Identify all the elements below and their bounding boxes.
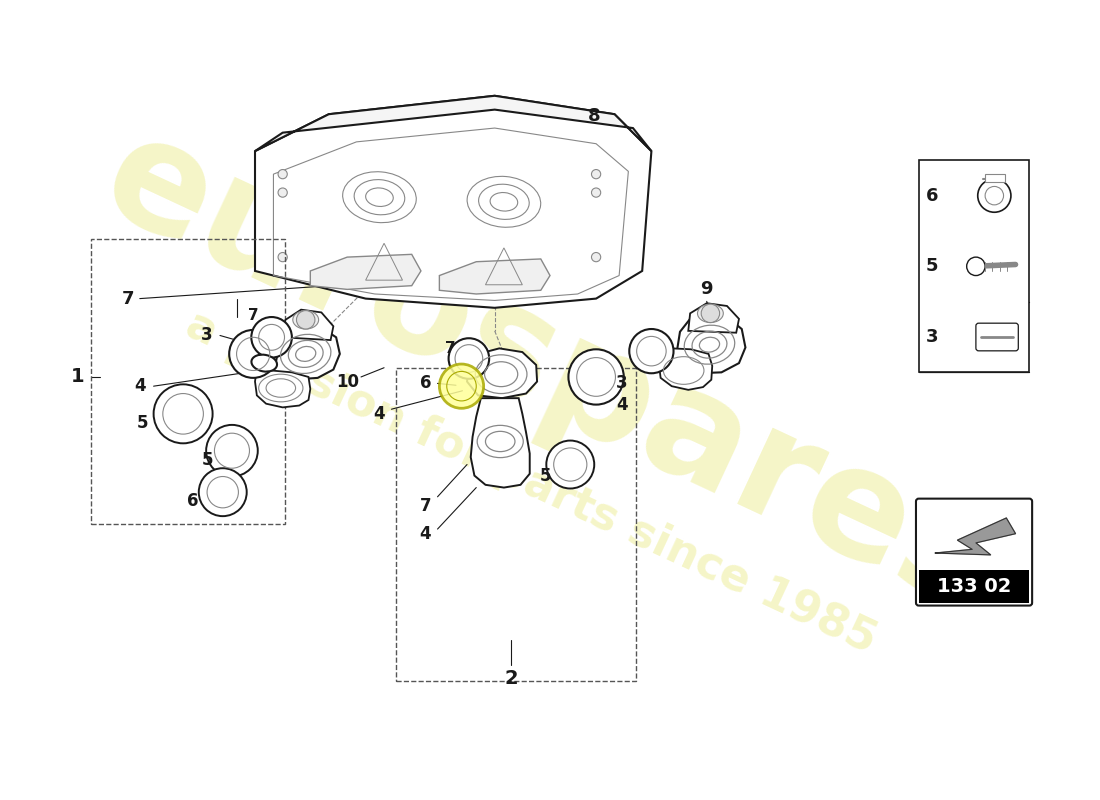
Text: a passion for parts since 1985: a passion for parts since 1985	[179, 303, 883, 662]
Ellipse shape	[293, 310, 319, 329]
Text: 1: 1	[72, 367, 85, 386]
Text: 7: 7	[446, 341, 455, 356]
Circle shape	[154, 384, 212, 443]
Polygon shape	[439, 259, 550, 294]
Circle shape	[547, 441, 594, 489]
Text: eurospares: eurospares	[80, 101, 1020, 644]
Text: 2: 2	[505, 669, 518, 688]
Polygon shape	[468, 348, 537, 398]
Circle shape	[967, 257, 986, 275]
Polygon shape	[255, 96, 651, 151]
Circle shape	[569, 350, 624, 405]
Polygon shape	[659, 348, 712, 390]
Text: 3: 3	[201, 326, 213, 345]
Polygon shape	[283, 310, 333, 340]
Circle shape	[278, 188, 287, 197]
Polygon shape	[678, 314, 746, 374]
Circle shape	[592, 170, 601, 178]
Circle shape	[629, 329, 673, 374]
Text: 9: 9	[701, 280, 713, 298]
Text: 133 02: 133 02	[937, 577, 1011, 596]
Text: 4: 4	[616, 396, 628, 414]
Ellipse shape	[697, 304, 724, 322]
Circle shape	[206, 425, 257, 477]
Ellipse shape	[252, 354, 277, 371]
Text: 3: 3	[616, 374, 628, 393]
FancyBboxPatch shape	[918, 160, 1030, 372]
Polygon shape	[689, 303, 739, 333]
Polygon shape	[255, 368, 310, 407]
FancyBboxPatch shape	[976, 323, 1019, 351]
FancyBboxPatch shape	[986, 174, 1005, 182]
Text: 6: 6	[925, 186, 938, 205]
Text: 7: 7	[420, 497, 431, 515]
FancyBboxPatch shape	[916, 498, 1032, 606]
Circle shape	[278, 170, 287, 178]
Circle shape	[278, 253, 287, 262]
Text: 4: 4	[374, 405, 385, 423]
Text: 5: 5	[201, 451, 212, 469]
Bar	[918, 570, 1030, 603]
Text: 4: 4	[420, 525, 431, 542]
Circle shape	[297, 310, 315, 329]
Text: 8: 8	[587, 107, 601, 125]
Circle shape	[592, 253, 601, 262]
Circle shape	[251, 317, 292, 358]
Text: 4: 4	[134, 377, 145, 395]
Text: 5: 5	[540, 466, 551, 485]
Circle shape	[592, 188, 601, 197]
Text: 5: 5	[925, 258, 938, 275]
Text: 10: 10	[336, 373, 359, 390]
Circle shape	[199, 468, 246, 516]
Text: 6: 6	[187, 493, 198, 510]
Circle shape	[439, 364, 484, 408]
Text: 3: 3	[925, 328, 938, 346]
Text: 7: 7	[121, 290, 134, 307]
Circle shape	[449, 338, 490, 378]
Circle shape	[229, 330, 277, 378]
Circle shape	[701, 304, 719, 322]
Text: 7: 7	[248, 308, 258, 322]
Polygon shape	[255, 96, 651, 308]
Polygon shape	[471, 398, 530, 487]
Polygon shape	[935, 518, 1015, 555]
Text: 6: 6	[420, 374, 431, 393]
Polygon shape	[310, 254, 421, 290]
Text: 5: 5	[136, 414, 149, 432]
Polygon shape	[268, 325, 340, 380]
